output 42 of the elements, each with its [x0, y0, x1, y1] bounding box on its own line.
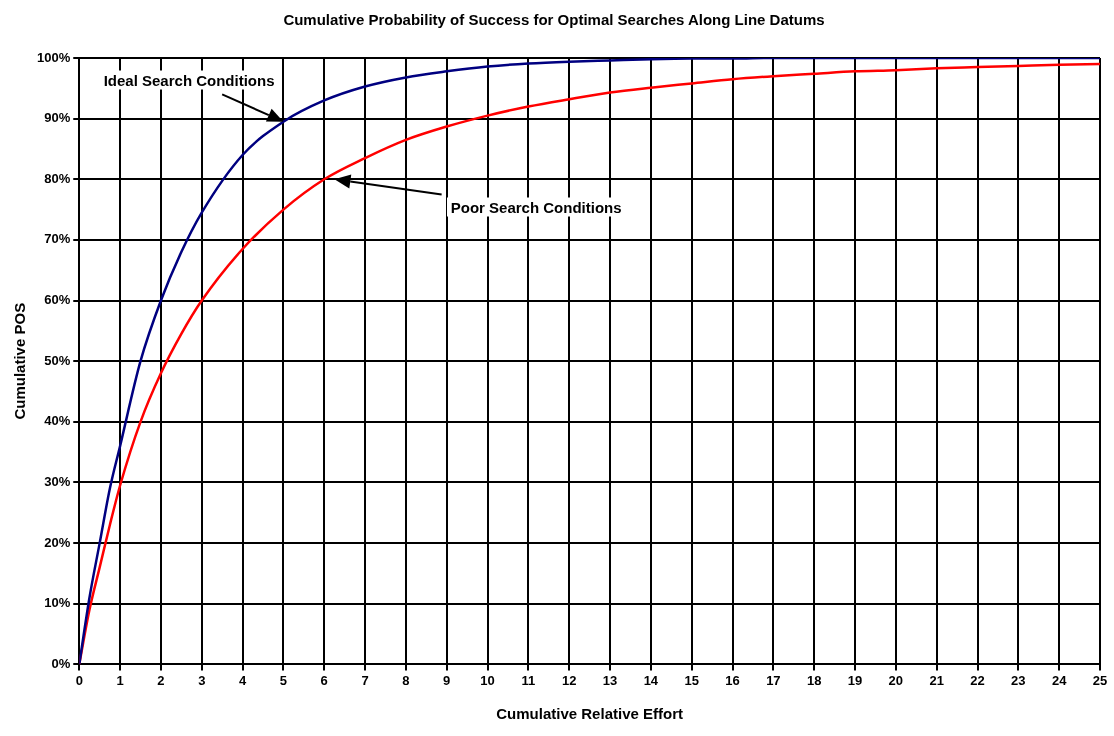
- x-tick-label: 18: [806, 672, 822, 688]
- x-tick-label: 1: [116, 672, 124, 688]
- x-tick-label: 20: [888, 672, 904, 688]
- x-tick-label: 23: [1011, 672, 1026, 688]
- x-axis-title: Cumulative Relative Effort: [496, 705, 683, 723]
- y-tick-label: 70%: [44, 231, 71, 247]
- x-tick-label: 22: [970, 672, 985, 688]
- y-tick-label: 20%: [44, 534, 71, 550]
- x-tick-label: 4: [238, 672, 247, 688]
- x-tick-label: 25: [1092, 672, 1108, 688]
- y-tick-label: 40%: [44, 413, 71, 429]
- x-tick-label: 15: [684, 672, 699, 688]
- annotation: Poor Search Conditions: [446, 197, 626, 217]
- x-tick-label: 0: [75, 672, 83, 688]
- y-tick-label: 50%: [44, 352, 71, 368]
- x-tick-label: 2: [157, 672, 165, 688]
- y-tick-label: 80%: [44, 170, 71, 186]
- x-tick-label: 7: [361, 672, 369, 688]
- x-tick-label: 12: [561, 672, 577, 688]
- x-tick-label: 14: [643, 672, 659, 688]
- x-tick-label: 16: [725, 672, 740, 688]
- x-tick-label: 11: [521, 672, 536, 688]
- x-tick-label: 9: [443, 672, 451, 688]
- y-tick-label: 10%: [44, 595, 71, 611]
- y-axis-title: Cumulative POS: [11, 302, 29, 420]
- x-tick-label: 10: [480, 672, 495, 688]
- x-tick-label: 6: [320, 672, 328, 688]
- y-tick-label: 30%: [44, 474, 71, 490]
- y-tick-label: 60%: [44, 292, 71, 308]
- x-tick-label: 3: [198, 672, 206, 688]
- annotation: Ideal Search Conditions: [99, 70, 279, 90]
- chart-title: Cumulative Probability of Success for Optimal Searches Along Line Datums: [283, 11, 825, 29]
- y-tick-label: 0%: [51, 655, 71, 671]
- x-tick-label: 8: [402, 672, 410, 688]
- x-tick-label: 19: [847, 672, 863, 688]
- x-tick-label: 21: [929, 672, 944, 688]
- y-tick-label: 90%: [44, 110, 71, 126]
- x-tick-label: 17: [766, 672, 781, 688]
- x-tick-label: 5: [279, 672, 288, 688]
- x-tick-label: 24: [1051, 672, 1068, 688]
- x-tick-label: 13: [602, 672, 618, 688]
- y-tick-label: 100%: [37, 49, 71, 65]
